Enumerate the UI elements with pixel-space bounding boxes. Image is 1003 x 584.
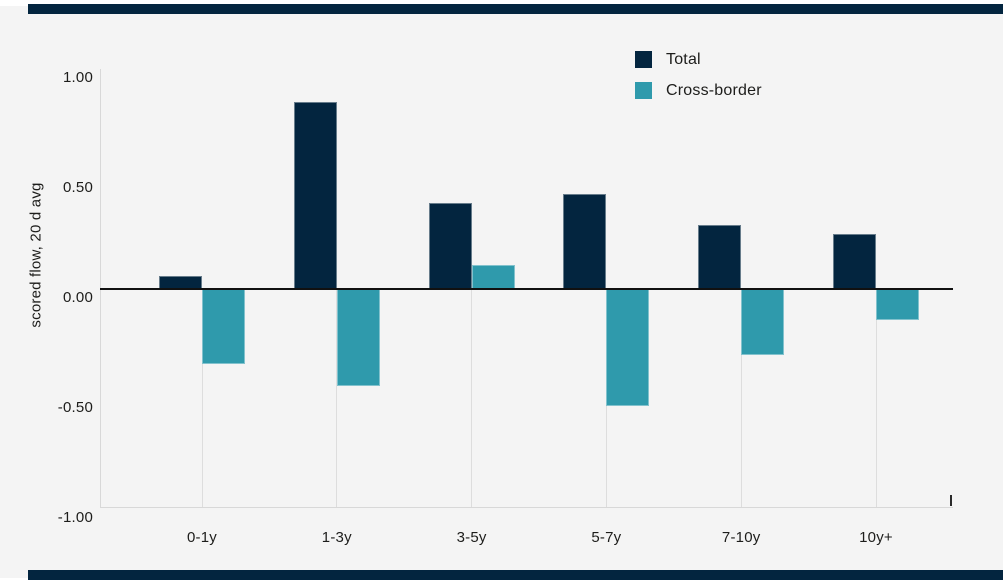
bar-total-10y+: [833, 234, 876, 289]
top-rule-band: [28, 4, 1003, 14]
legend-label-total: Total: [666, 51, 701, 68]
legend-label-cross-border: Cross-border: [666, 82, 762, 99]
y-tick-label: 0.50: [63, 179, 93, 196]
legend-item-cross-border: Cross-border: [635, 82, 762, 99]
bar-cross-border-0-1y: [202, 289, 245, 364]
category-dropline: [875, 289, 877, 507]
category-dropline: [201, 289, 203, 507]
x-axis-label: 10y+: [859, 529, 893, 546]
category-dropline: [740, 289, 742, 507]
bar-cross-border-7-10y: [741, 289, 785, 355]
zero-baseline: [100, 288, 953, 290]
legend-swatch-total: [635, 51, 652, 68]
bar-total-7-10y: [698, 225, 742, 289]
legend-swatch-cross-border: [635, 82, 652, 99]
x-axis-end-tick: [950, 495, 952, 506]
bar-total-1-3y: [293, 102, 337, 289]
chart-background: [0, 6, 1003, 578]
x-axis-label: 1-3y: [321, 529, 352, 546]
category-dropline: [336, 289, 338, 507]
legend: Total Cross-border: [635, 51, 762, 113]
bar-total-5-7y: [563, 194, 607, 289]
bar-total-0-1y: [159, 275, 202, 289]
x-axis-label: 5-7y: [591, 529, 622, 546]
y-tick-label: -0.50: [57, 399, 93, 416]
bar-total-3-5y: [428, 203, 472, 289]
x-axis-label: 3-5y: [456, 529, 487, 546]
bottom-rule-band: [28, 570, 1003, 580]
y-tick-label: 0.00: [63, 289, 93, 306]
bar-cross-border-5-7y: [606, 289, 650, 406]
legend-item-total: Total: [635, 51, 762, 68]
bar-cross-border-10y+: [876, 289, 919, 320]
bar-cross-border-3-5y: [471, 264, 515, 289]
x-axis-label: 0-1y: [187, 529, 217, 546]
x-axis-line: [100, 507, 953, 508]
x-axis-label: 7-10y: [721, 529, 761, 546]
bar-cross-border-1-3y: [336, 289, 380, 386]
y-tick-label: 1.00: [63, 69, 93, 86]
y-tick-label: -1.00: [57, 509, 93, 526]
category-dropline: [471, 289, 473, 507]
